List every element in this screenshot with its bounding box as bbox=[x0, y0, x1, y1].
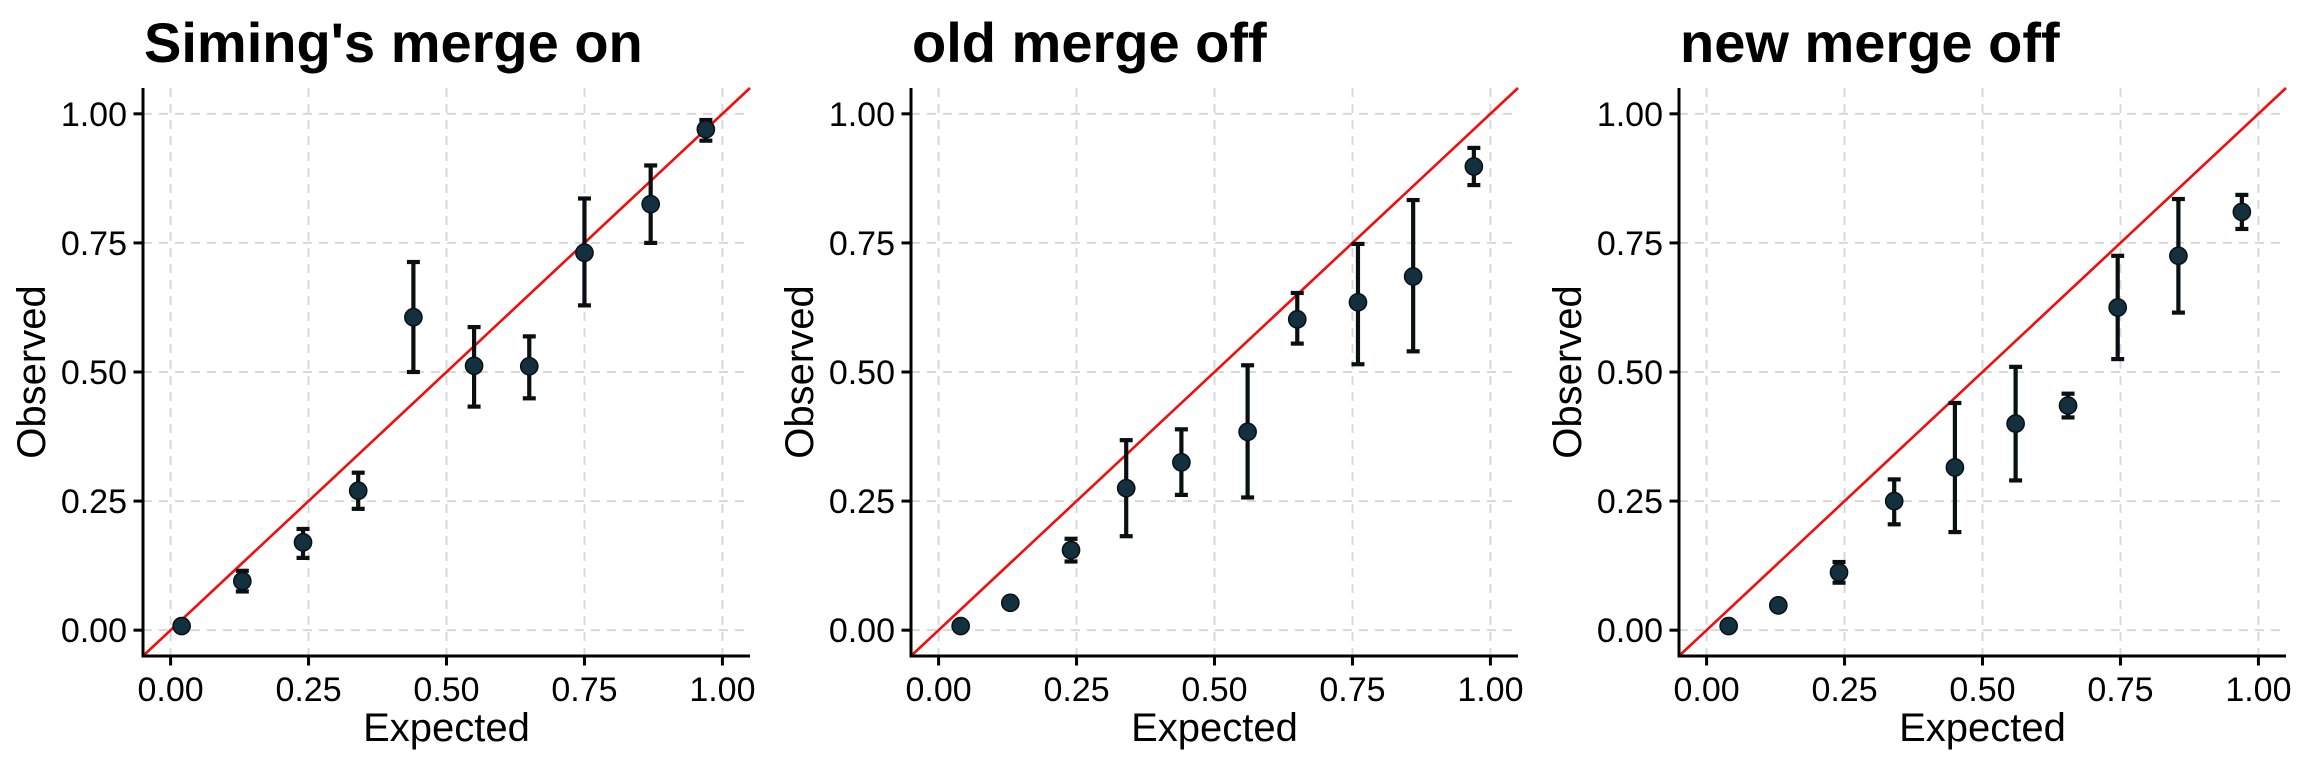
panel-title: new merge off bbox=[1680, 11, 2060, 74]
y-axis-title: Observed bbox=[778, 285, 822, 458]
data-point bbox=[1238, 422, 1257, 442]
y-tick-label: 0.75 bbox=[1597, 225, 1663, 263]
x-tick-label: 1.00 bbox=[1457, 671, 1523, 709]
x-tick-label: 1.00 bbox=[2225, 671, 2291, 709]
data-point bbox=[1116, 478, 1136, 498]
data-point bbox=[1172, 453, 1191, 472]
data-point bbox=[1945, 458, 1965, 477]
data-point bbox=[404, 307, 423, 327]
y-axis-title: Observed bbox=[1546, 285, 1590, 458]
y-tick-label: 0.50 bbox=[829, 354, 895, 392]
data-point bbox=[1719, 616, 1739, 636]
data-point bbox=[519, 356, 539, 376]
y-tick-label: 0.50 bbox=[61, 354, 127, 392]
x-tick-label: 0.25 bbox=[1811, 671, 1877, 709]
x-tick-label: 0.75 bbox=[551, 671, 617, 709]
data-point bbox=[951, 616, 971, 636]
data-point bbox=[348, 481, 368, 501]
data-point bbox=[232, 571, 252, 591]
panel-svg-old-merge-off: 0.00 0.00 0.25 0.25 0.50 0.50 0.75 0.75 1.00 1.00… bbox=[778, 11, 1524, 750]
y-tick-label: 1.00 bbox=[829, 96, 895, 134]
x-tick-label: 0.50 bbox=[1949, 671, 2015, 709]
data-point bbox=[293, 533, 313, 552]
y-axis-title: Observed bbox=[10, 285, 54, 458]
y-tick-label: 0.25 bbox=[829, 483, 895, 521]
data-point bbox=[641, 194, 661, 214]
y-tick-label: 1.00 bbox=[1597, 96, 1663, 134]
x-axis-title: Expected bbox=[363, 706, 530, 750]
data-point bbox=[1464, 157, 1484, 176]
y-tick-label: 0.00 bbox=[829, 612, 895, 650]
data-point bbox=[696, 119, 716, 139]
y-tick-label: 1.00 bbox=[61, 96, 127, 134]
x-tick-label: 0.50 bbox=[1181, 671, 1247, 709]
panel-old-merge-off: 0.00 0.00 0.25 0.25 0.50 0.50 0.75 0.75 1.00 1.00… bbox=[768, 0, 1536, 768]
panel-siming-merge-on: 0.00 0.00 0.25 0.25 0.50 0.50 0.75 0.75 1.00 1.00… bbox=[0, 0, 768, 768]
data-point bbox=[1403, 267, 1423, 286]
data-point bbox=[1061, 540, 1081, 560]
data-point bbox=[2169, 246, 2188, 266]
panel-svg-siming-merge-on: 0.00 0.00 0.25 0.25 0.50 0.50 0.75 0.75 1.00 1.00… bbox=[10, 11, 756, 750]
data-point bbox=[1348, 292, 1368, 312]
data-point bbox=[2006, 414, 2025, 433]
data-point bbox=[1829, 562, 1849, 582]
x-tick-label: 0.00 bbox=[905, 671, 971, 709]
x-axis-title: Expected bbox=[1131, 706, 1298, 750]
identity-line bbox=[910, 87, 1519, 657]
x-axis-title: Expected bbox=[1899, 706, 2066, 750]
x-tick-label: 0.50 bbox=[413, 671, 479, 709]
y-tick-label: 0.50 bbox=[1597, 354, 1663, 392]
data-point bbox=[172, 616, 191, 636]
panel-title: old merge off bbox=[912, 11, 1267, 74]
x-tick-label: 0.00 bbox=[137, 671, 203, 709]
y-tick-label: 0.75 bbox=[61, 225, 127, 263]
x-tick-label: 1.00 bbox=[689, 671, 755, 709]
y-tick-label: 0.75 bbox=[829, 225, 895, 263]
panel-svg-new-merge-off: 0.00 0.00 0.25 0.25 0.50 0.50 0.75 0.75 1.00 1.00… bbox=[1546, 11, 2292, 750]
data-point bbox=[1768, 596, 1788, 615]
x-tick-label: 0.00 bbox=[1673, 671, 1739, 709]
data-point bbox=[2232, 202, 2252, 222]
x-tick-label: 0.75 bbox=[2087, 671, 2153, 709]
data-point bbox=[2058, 396, 2078, 415]
panel-new-merge-off: 0.00 0.00 0.25 0.25 0.50 0.50 0.75 0.75 1.00 1.00… bbox=[1536, 0, 2304, 768]
data-point bbox=[2108, 298, 2128, 317]
identity-line bbox=[1678, 87, 2287, 657]
data-point bbox=[464, 356, 484, 376]
x-tick-label: 0.75 bbox=[1319, 671, 1385, 709]
x-tick-label: 0.25 bbox=[1043, 671, 1109, 709]
data-point bbox=[575, 243, 594, 263]
data-point bbox=[1000, 593, 1020, 613]
x-tick-label: 0.25 bbox=[275, 671, 341, 709]
data-point bbox=[1287, 309, 1307, 329]
data-point bbox=[1884, 491, 1904, 511]
panel-title: Siming's merge on bbox=[144, 11, 643, 74]
y-tick-label: 0.25 bbox=[61, 483, 127, 521]
y-tick-label: 0.00 bbox=[1597, 612, 1663, 650]
y-tick-label: 0.00 bbox=[61, 612, 127, 650]
y-tick-label: 0.25 bbox=[1597, 483, 1663, 521]
